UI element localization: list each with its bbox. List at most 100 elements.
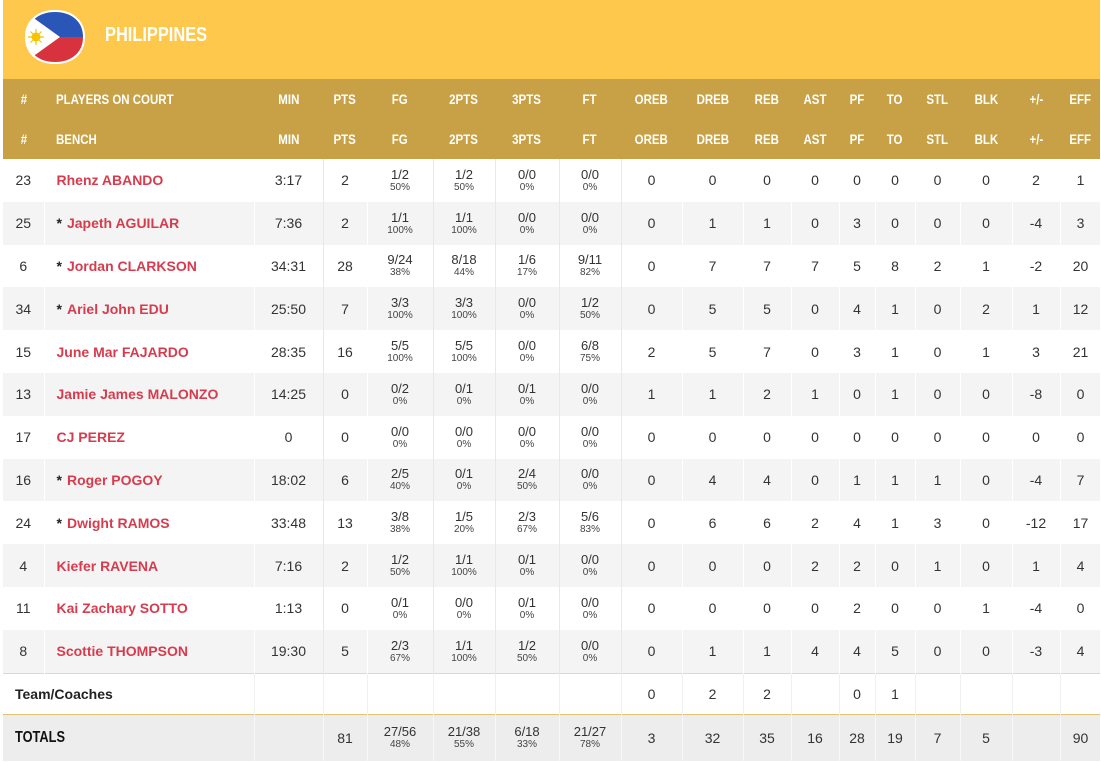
court-header-9[interactable]: DREB — [682, 79, 743, 119]
bench-header-label: BENCH — [56, 131, 97, 147]
stat-eff: 7 — [1060, 458, 1100, 502]
player-name-link[interactable]: Kai Zachary SOTTO — [56, 600, 188, 617]
player-name-link[interactable]: Jamie James MALONZO — [56, 386, 219, 403]
stat-oreb: 0 — [621, 244, 683, 288]
court-header-label: REB — [754, 91, 780, 107]
three-pointers-made-attempted: 0/0 — [517, 338, 537, 354]
stat-oreb: 0 — [621, 159, 683, 202]
court-header-12[interactable]: PF — [839, 79, 875, 119]
court-header-15[interactable]: BLK — [960, 79, 1012, 119]
court-header-14[interactable]: STL — [915, 79, 960, 119]
court-header-7[interactable]: FT — [559, 79, 621, 119]
bench-header-14[interactable]: STL — [915, 119, 960, 159]
court-header-8[interactable]: OREB — [621, 79, 682, 119]
bench-header-16[interactable]: +/- — [1012, 119, 1060, 159]
player-name-link[interactable]: Rhenz ABANDO — [56, 172, 164, 189]
bench-header-10[interactable]: REB — [743, 119, 791, 159]
court-header-17[interactable]: EFF — [1060, 79, 1100, 119]
player-name-link[interactable]: CJ PEREZ — [56, 429, 125, 446]
philippines-flag-icon — [24, 9, 86, 65]
bench-header-15[interactable]: BLK — [960, 119, 1012, 159]
bench-header-label: PTS — [333, 131, 357, 147]
stat-reb: 0 — [743, 586, 792, 630]
stat-oreb: 0 — [621, 287, 683, 331]
court-header-11[interactable]: AST — [791, 79, 839, 119]
court-header-label: # — [20, 91, 27, 107]
bench-header-12[interactable]: PF — [839, 119, 875, 159]
bench-header-label: FT — [582, 131, 598, 147]
stat-eff: 4 — [1060, 629, 1100, 674]
three-pointers: 2/4 50% — [495, 458, 560, 502]
free-throws-made-attempted: 0/0 — [580, 209, 600, 225]
stat-pf: 1 — [839, 458, 876, 502]
stat-pm: 3 — [1012, 330, 1061, 373]
court-header-4[interactable]: FG — [367, 79, 433, 119]
bench-header-7[interactable]: FT — [559, 119, 621, 159]
starter-marker: * — [56, 471, 62, 488]
player-name-link[interactable]: Dwight RAMOS — [66, 514, 170, 531]
two-pointers-percentage: 20% — [453, 524, 474, 536]
court-header-13[interactable]: TO — [875, 79, 915, 119]
empty-cell — [495, 672, 560, 715]
player-name-link[interactable]: Scottie THOMPSON — [56, 643, 188, 660]
two-pointers: 0/1 0% — [433, 458, 496, 502]
bench-header-5[interactable]: 2PTS — [433, 119, 495, 159]
stat-reb: 1 — [743, 629, 792, 674]
three-pointers-percentage: 0% — [519, 609, 535, 621]
court-header-1[interactable]: PLAYERS ON COURT — [44, 79, 254, 119]
stat-oreb: 0 — [621, 201, 683, 245]
player-name-link[interactable]: June Mar FAJARDO — [56, 343, 189, 360]
bench-header-8[interactable]: OREB — [621, 119, 682, 159]
bench-header-17[interactable]: EFF — [1060, 119, 1100, 159]
totals-field-goals-percentage: 48% — [389, 739, 410, 751]
stat-pf: 2 — [839, 544, 876, 587]
two-pointers-made-attempted: 1/1 — [454, 552, 474, 568]
bench-header-4[interactable]: FG — [367, 119, 433, 159]
stat-to: 5 — [875, 629, 916, 674]
bench-header-3[interactable]: PTS — [323, 119, 367, 159]
player-name-link[interactable]: Kiefer RAVENA — [56, 557, 159, 574]
player-name-link[interactable]: Ariel John EDU — [66, 300, 169, 317]
two-pointers-made-attempted: 1/2 — [454, 166, 474, 182]
totals-dreb: 32 — [682, 713, 744, 761]
field-goals: 3/8 38% — [367, 501, 434, 545]
jersey-number: 24 — [3, 501, 45, 545]
stat-blk: 0 — [960, 415, 1013, 459]
field-goals-percentage: 100% — [387, 224, 413, 236]
stat-pm: -12 — [1012, 501, 1061, 545]
stat-to: 0 — [875, 544, 916, 587]
player-name-link[interactable]: Japeth AGUILAR — [66, 215, 180, 232]
bench-header-label: BLK — [974, 131, 998, 147]
bench-header-1[interactable]: BENCH — [44, 119, 254, 159]
court-header-2[interactable]: MIN — [254, 79, 323, 119]
bench-header-13[interactable]: TO — [875, 119, 915, 159]
stat-stl: 0 — [915, 586, 961, 630]
stat-stl: 0 — [915, 159, 961, 202]
two-pointers-made-attempted: 0/1 — [454, 380, 474, 396]
court-header-16[interactable]: +/- — [1012, 79, 1060, 119]
player-name-link[interactable]: Jordan CLARKSON — [66, 257, 197, 274]
bench-header-9[interactable]: DREB — [682, 119, 743, 159]
court-header-5[interactable]: 2PTS — [433, 79, 495, 119]
bench-header-0[interactable]: # — [3, 119, 44, 159]
field-goals-made-attempted: 1/1 — [390, 209, 410, 225]
stat-blk: 0 — [960, 501, 1013, 545]
minutes: 7:36 — [254, 201, 324, 245]
three-pointers-made-attempted: 1/6 — [517, 252, 537, 268]
bench-header-6[interactable]: 3PTS — [495, 119, 559, 159]
court-header-6[interactable]: 3PTS — [495, 79, 559, 119]
court-header-0[interactable]: # — [3, 79, 44, 119]
court-header-label: FG — [392, 91, 408, 107]
bench-header-2[interactable]: MIN — [254, 119, 323, 159]
stat-pf: 0 — [839, 372, 876, 416]
player-name-link[interactable]: Roger POGOY — [66, 471, 163, 488]
court-header-label: 2PTS — [449, 91, 479, 107]
free-throws-made-attempted: 0/0 — [580, 637, 600, 653]
empty-cell — [367, 672, 434, 715]
two-pointers-percentage: 100% — [451, 310, 477, 322]
totals-three-pointers-percentage: 33% — [516, 739, 537, 751]
court-header-3[interactable]: PTS — [323, 79, 367, 119]
bench-header-11[interactable]: AST — [791, 119, 839, 159]
stat-reb: 4 — [743, 458, 792, 502]
court-header-10[interactable]: REB — [743, 79, 791, 119]
